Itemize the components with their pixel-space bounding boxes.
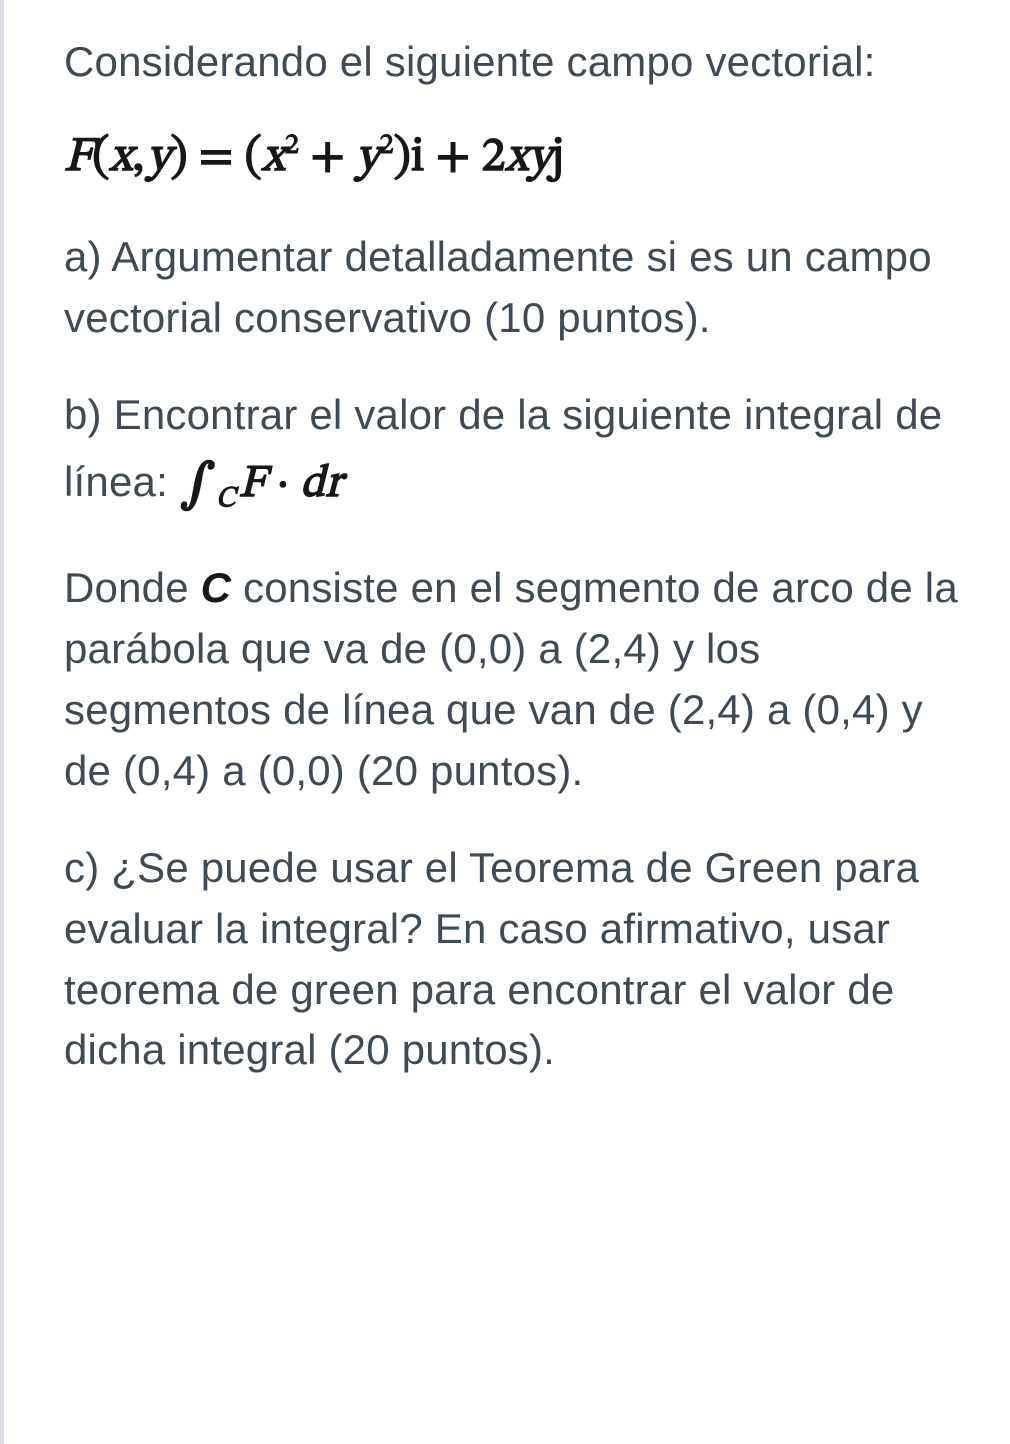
curve-description: Donde C consiste en el segmento de arco … xyxy=(64,558,970,802)
curve-C-symbol: C xyxy=(201,564,232,611)
part-c: c) ¿Se puede usar el Teorema de Green pa… xyxy=(64,838,970,1082)
vector-field-formula: F(x, y) = (x2 + y2)i + 2xyj xyxy=(64,129,970,188)
problem-page: Considerando el siguiente campo vectoria… xyxy=(0,0,1010,1444)
intro-paragraph: Considerando el siguiente campo vectoria… xyxy=(64,32,970,93)
part-a: a) Argumentar detalladamente si es un ca… xyxy=(64,227,970,349)
where-prefix: Donde xyxy=(64,564,201,611)
line-integral-expression: ∫C F · dr xyxy=(180,461,343,507)
part-b: b) Encontrar el valor de la siguiente in… xyxy=(64,385,970,522)
